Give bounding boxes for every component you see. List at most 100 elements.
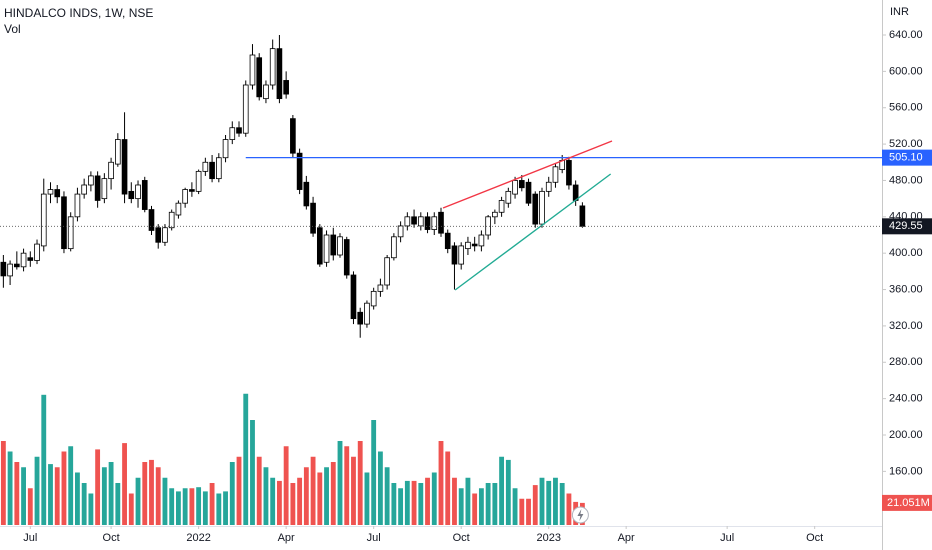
volume-bar (499, 456, 505, 525)
volume-bar (472, 493, 478, 525)
last-price-label: 429.55 (889, 220, 923, 232)
y-tick-label: 280.00 (889, 356, 923, 368)
volume-bar (21, 467, 26, 525)
candle-body (451, 245, 458, 265)
candle-body (350, 274, 357, 320)
y-tick-label: 240.00 (889, 393, 923, 405)
volume-bar (452, 477, 457, 525)
realtime-icon-bolt (577, 509, 584, 521)
x-tick-label: 2022 (186, 532, 210, 544)
volume-bar (34, 456, 40, 525)
candle-body (552, 166, 559, 183)
volume-bar (559, 483, 565, 525)
candle-body (256, 57, 263, 98)
volume-bar (276, 480, 282, 525)
volume-bar (61, 451, 67, 525)
volume-bar (418, 483, 424, 525)
candle-body (115, 139, 121, 165)
volume-bar (485, 483, 491, 525)
y-tick-label: 360.00 (889, 283, 923, 295)
candle-body (316, 227, 323, 265)
volume-bar (263, 467, 269, 525)
candle-body (337, 236, 343, 256)
candle-body (377, 284, 384, 292)
candle-body (0, 261, 7, 277)
volume-bar (135, 477, 141, 525)
volume-bar (425, 477, 430, 525)
candle-body (465, 241, 471, 250)
x-tick-label: Oct (453, 532, 470, 544)
candle-body (532, 193, 539, 225)
volume-bar (175, 491, 181, 525)
volume-bar (391, 483, 397, 525)
volume-bar (512, 488, 518, 525)
volume-bar (351, 456, 356, 525)
candle-body (61, 196, 67, 250)
candle-body (545, 181, 552, 192)
y-tick-label: 560.00 (889, 102, 923, 114)
volume-bar (243, 393, 249, 525)
horizontal-line-price-label: 505.10 (889, 152, 923, 164)
volume-bar (189, 488, 195, 525)
x-tick-label: Jul (23, 532, 37, 544)
volume-bar (95, 449, 101, 525)
candle-body (195, 170, 202, 192)
volume-bar (7, 451, 13, 525)
volume-bar (445, 451, 451, 525)
volume-bar (256, 456, 262, 525)
candle-body (20, 252, 27, 268)
volume-bar (202, 491, 208, 525)
candle-body (364, 302, 370, 325)
candle-body (444, 232, 451, 250)
candle-body (34, 243, 40, 261)
candle-body (74, 193, 81, 218)
x-tick-label: Jul (367, 532, 381, 544)
currency-label: INR (890, 6, 909, 18)
candle-body (229, 127, 236, 140)
volume-bar (155, 467, 161, 525)
volume-bar (223, 491, 228, 525)
candle-body (236, 127, 242, 134)
candle-body (101, 178, 108, 200)
chart-title: HINDALCO INDS, 1W, NSE (4, 6, 153, 20)
candle-body (269, 48, 276, 86)
volume-bar (283, 446, 289, 525)
candle-body (566, 160, 572, 186)
volume-bar (364, 472, 370, 525)
volume-bar (14, 462, 20, 525)
candle-body (47, 189, 54, 195)
volume-bar (357, 441, 363, 525)
volume-bar (0, 441, 6, 525)
volume-bar (553, 477, 558, 525)
x-tick-label: Apr (278, 532, 295, 544)
volume-bar (377, 451, 383, 525)
volume-bar (101, 467, 107, 525)
volume-bar (209, 483, 215, 525)
candle-body (343, 239, 350, 276)
candle-body (202, 161, 209, 172)
volume-bar (81, 483, 87, 525)
horizontal-line-price-box (882, 149, 932, 166)
candle-body (525, 181, 532, 204)
y-tick-label: 320.00 (889, 320, 923, 332)
candle-body (249, 54, 256, 86)
volume-bar (149, 459, 154, 525)
candle-body (579, 205, 586, 227)
candle-body (222, 139, 229, 159)
candle-body (215, 157, 222, 180)
candle-body (141, 180, 148, 210)
candle-body (162, 227, 168, 243)
y-tick-label: 520.00 (889, 138, 923, 150)
candle-body (431, 216, 438, 230)
candle-body (263, 84, 269, 100)
volume-bar (438, 441, 444, 525)
volume-label-box (882, 494, 932, 511)
volume-bar (398, 488, 404, 525)
volume-bar (128, 493, 134, 525)
volume-bar (236, 456, 242, 525)
candle-body (108, 161, 114, 180)
candle-body (7, 263, 13, 277)
candle-body (209, 161, 215, 180)
candle-body (242, 84, 249, 134)
candle-body (512, 180, 518, 195)
